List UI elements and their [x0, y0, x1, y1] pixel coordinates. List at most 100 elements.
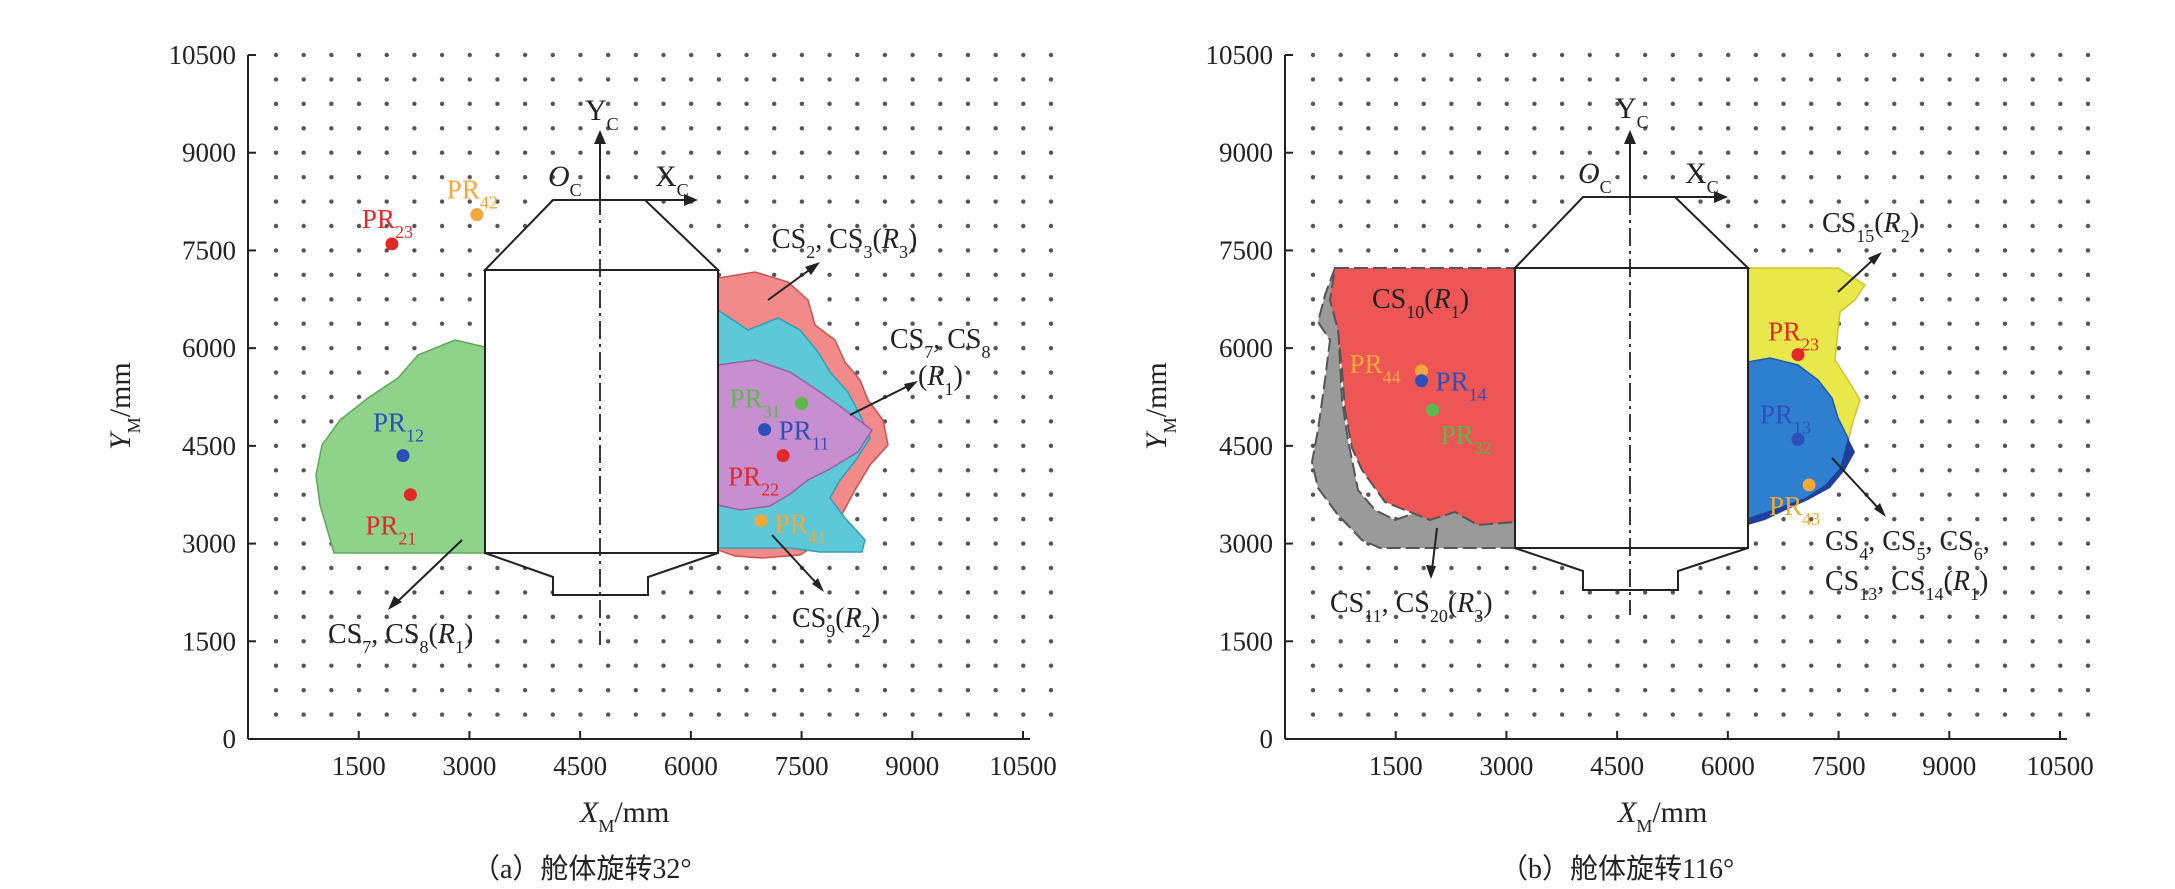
grid-dot [938, 272, 943, 278]
grid-dot [965, 712, 971, 717]
grid-dot [799, 77, 805, 82]
grid-dot [1947, 565, 1952, 571]
grid-dot [1048, 516, 1054, 522]
grid-dot [1366, 223, 1371, 229]
grid-dot [439, 126, 445, 131]
grid-dot [1919, 712, 1925, 717]
grid-dot [1753, 614, 1759, 620]
grid-dot [688, 52, 694, 58]
grid-dot [1725, 199, 1731, 204]
grid-dot [1449, 126, 1454, 131]
grid-dot [522, 126, 528, 131]
grid-dot [1781, 248, 1786, 253]
grid-dot [1947, 370, 1952, 375]
grid-dot [827, 590, 832, 595]
grid-dot [910, 370, 915, 375]
grid-dot [1476, 565, 1482, 571]
grid-dot [1670, 174, 1676, 180]
grid-dot [799, 52, 805, 58]
grid-dot [1892, 297, 1897, 302]
grid-dot [1642, 174, 1648, 180]
grid-dot [578, 150, 583, 155]
grid-dot [356, 394, 362, 400]
x-tick-label: 3000 [442, 751, 496, 781]
grid-dot [2030, 639, 2035, 644]
grid-dot [965, 248, 971, 253]
grid-dot [661, 52, 666, 58]
grid-dot [1476, 126, 1482, 131]
grid-dot [1476, 614, 1482, 620]
grid-dot [688, 126, 694, 131]
grid-dot [910, 297, 915, 302]
grid-dot [384, 321, 389, 326]
grid-dot [2030, 272, 2035, 278]
grid-dot [1725, 174, 1731, 180]
grid-dot [522, 174, 528, 180]
grid-dot [1338, 565, 1343, 571]
grid-dot [1615, 174, 1620, 180]
grid-dot [1559, 199, 1565, 204]
point-label: PR21 [365, 511, 416, 549]
grid-dot [1310, 516, 1316, 522]
grid-dot [910, 443, 915, 449]
grid-dot [1021, 419, 1026, 424]
grid-dot [965, 370, 971, 375]
y-tick-label: 10500 [169, 40, 237, 70]
grid-dot [882, 516, 888, 522]
grid-dot [938, 52, 943, 58]
grid-dot [1725, 77, 1731, 82]
grid-dot [1476, 687, 1482, 693]
grid-dot [1975, 492, 1980, 497]
grid-dot [356, 687, 362, 693]
grid-dot [1642, 712, 1648, 717]
grid-dot [1021, 541, 1026, 546]
grid-dot [1892, 541, 1897, 546]
grid-dot [1753, 590, 1759, 595]
grid-dot [744, 663, 749, 668]
grid-dot [1504, 565, 1509, 571]
grid-dot [1753, 248, 1759, 253]
grid-dot [2085, 639, 2091, 644]
grid-dot [329, 321, 334, 326]
grid-dot [412, 663, 417, 668]
grid-dot [2085, 565, 2091, 571]
grid-dot [1864, 516, 1869, 522]
grid-dot [356, 663, 362, 668]
grid-dot [910, 101, 915, 107]
grid-dot [1393, 639, 1399, 644]
grid-dot [716, 663, 722, 668]
grid-dot [1021, 590, 1026, 595]
grid-dot [1504, 639, 1509, 644]
grid-dot [467, 150, 472, 155]
grid-dot [827, 687, 832, 693]
point-marker [385, 237, 399, 251]
grid-dot [855, 639, 860, 644]
x-tick-label: 10500 [2026, 751, 2094, 781]
grid-dot [1421, 77, 1426, 82]
grid-dot [2002, 370, 2008, 375]
grid-dot [1559, 614, 1565, 620]
grid-dot [2002, 468, 2008, 473]
y-tick-label: 0 [223, 724, 237, 754]
grid-dot [882, 468, 888, 473]
grid-dot [1393, 565, 1399, 571]
region-purple [717, 359, 874, 511]
grid-dot [273, 492, 279, 497]
grid-dot [1048, 370, 1054, 375]
grid-dot [1642, 614, 1648, 620]
grid-dot [772, 272, 777, 278]
grid-dot [1947, 468, 1952, 473]
grid-dot [522, 614, 528, 620]
grid-dot [1919, 199, 1925, 204]
grid-dot [910, 77, 915, 82]
grid-dot [1504, 663, 1509, 668]
grid-dot [467, 126, 472, 131]
grid-dot [1048, 223, 1054, 229]
grid-dot [1048, 77, 1054, 82]
grid-dot [1836, 199, 1842, 204]
grid-dot [965, 101, 971, 107]
grid-dot [661, 712, 666, 717]
grid-dot [1864, 223, 1869, 229]
grid-dot [1892, 394, 1897, 400]
grid-dot [356, 272, 362, 278]
